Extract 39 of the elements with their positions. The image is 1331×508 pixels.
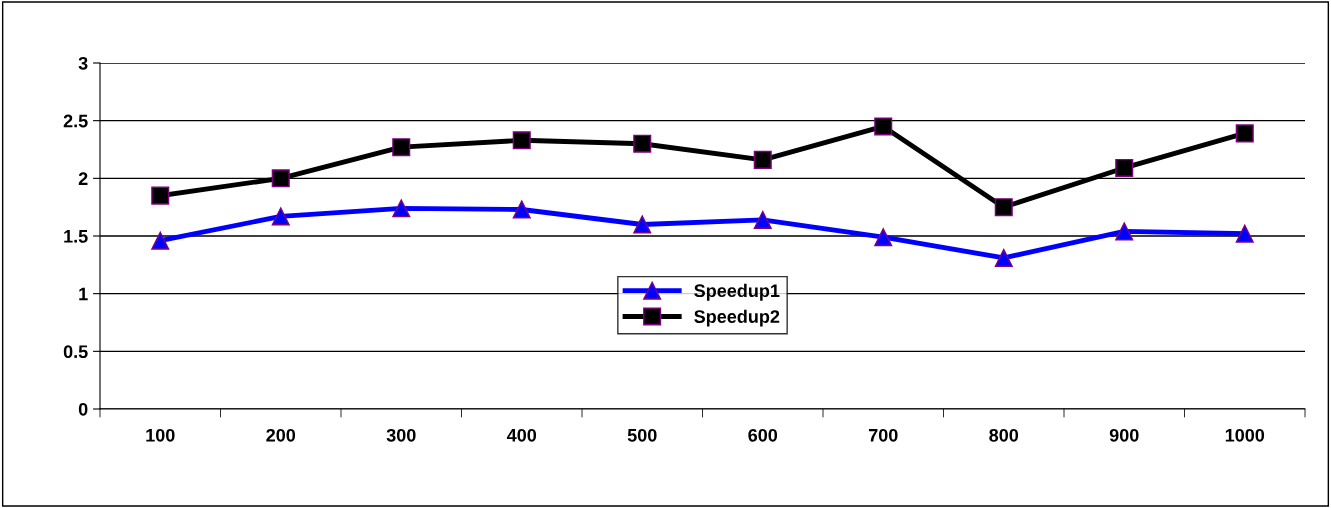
x-tick-label: 1000 xyxy=(1225,428,1265,442)
point xyxy=(512,200,531,219)
x-tick-label: 200 xyxy=(266,428,296,442)
point xyxy=(633,215,652,234)
x-tick-label: 500 xyxy=(627,428,657,442)
y-tick-label: 1 xyxy=(79,287,88,301)
point xyxy=(512,131,531,150)
point xyxy=(874,117,893,136)
point xyxy=(271,169,290,188)
point xyxy=(994,198,1013,217)
y-tick-label: 0 xyxy=(78,402,88,416)
point xyxy=(151,231,170,250)
point xyxy=(1115,158,1134,177)
point xyxy=(1115,222,1134,241)
point xyxy=(271,207,290,226)
point xyxy=(151,186,170,205)
point xyxy=(1235,224,1254,243)
x-tick-label: 400 xyxy=(506,428,537,442)
y-tick-label: 3 xyxy=(78,56,88,70)
y-tick-label: 0.5 xyxy=(63,345,88,359)
x-tick-label: 700 xyxy=(868,428,898,442)
point xyxy=(753,210,772,229)
legend-label: Speedup1 xyxy=(694,283,780,301)
x-tick-label: 900 xyxy=(1109,428,1139,442)
x-tick-label: 800 xyxy=(989,428,1019,442)
point xyxy=(994,248,1013,267)
y-tick-label: 1.5 xyxy=(64,230,88,243)
point xyxy=(392,199,411,218)
x-tick-label: 600 xyxy=(748,428,778,442)
point xyxy=(874,228,893,247)
point xyxy=(1235,124,1254,143)
legend-label: Speedup2 xyxy=(694,309,780,327)
y-tick-label: 2 xyxy=(78,172,88,185)
x-tick-label: 300 xyxy=(386,428,416,442)
x-tick-label: 100 xyxy=(146,428,175,442)
y-tick-label: 2.5 xyxy=(63,114,88,128)
point xyxy=(633,134,652,153)
point xyxy=(392,138,411,157)
point xyxy=(753,150,772,169)
